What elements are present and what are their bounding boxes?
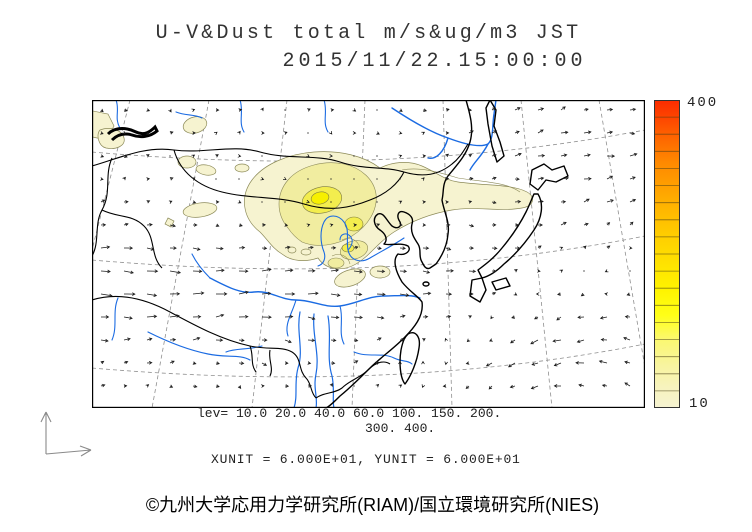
plot-title: U-V&Dust total m/s&ug/m3 JST [155,22,582,45]
map-panel [92,100,645,408]
colorbar [654,100,680,408]
axes-indicator-icon [40,411,92,457]
colorbar-max-label: 400 [687,95,719,111]
axis-units-label: XUNIT = 6.000E+01, YUNIT = 6.000E+01 [211,452,521,467]
rivers [111,100,497,408]
map-canvas [92,100,645,408]
contour-levels-line1: lev= 10.0 20.0 40.0 60.0 100. 150. 200. [197,406,502,421]
plot-datetime: 2015/11/22.15:00:00 [282,50,587,73]
colorbar-separators [654,116,680,392]
wind-vectors [100,106,638,390]
colorbar-min-label: 10 [689,396,710,412]
copyright-credit: ©九州大学応用力学研究所(RIAM)/国立環境研究所(NIES) [145,495,600,515]
country-borders [92,143,469,399]
map-frame [92,100,645,408]
contour-levels-line2: 300. 400. [365,421,436,436]
